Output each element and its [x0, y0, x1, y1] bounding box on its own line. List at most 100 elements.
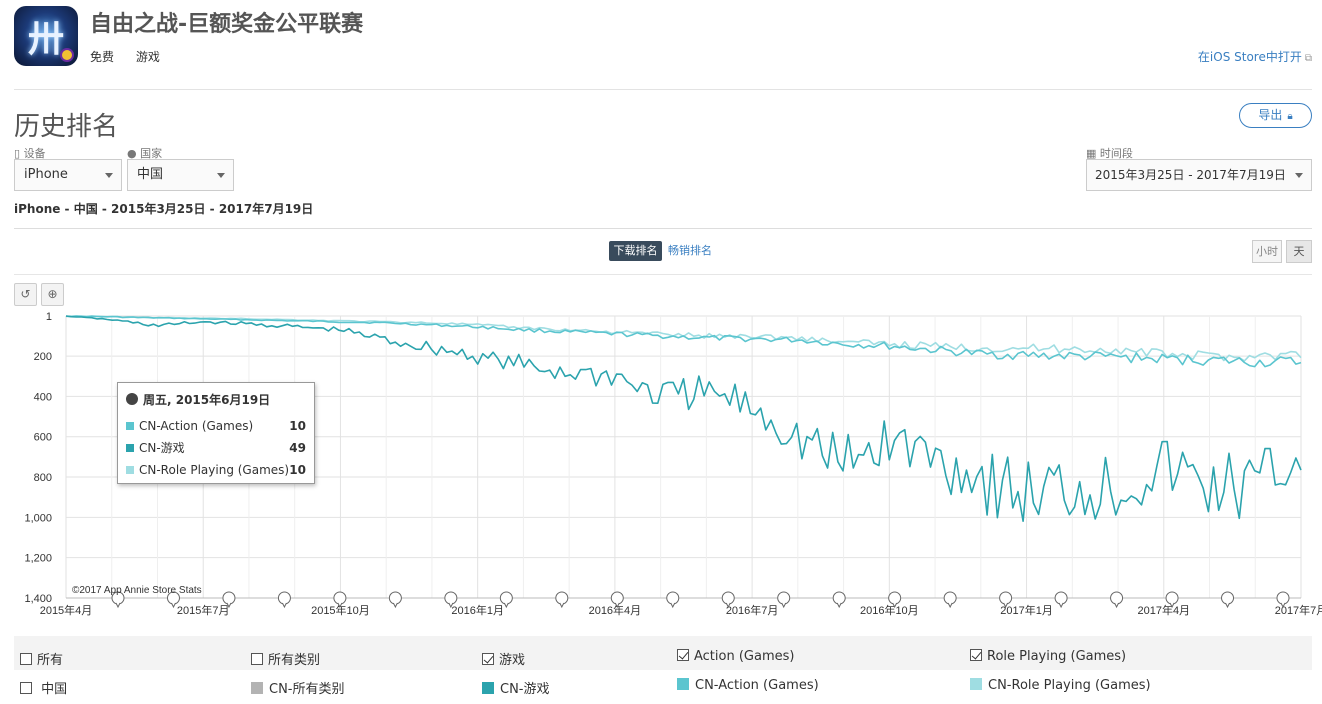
annotation-bubble: [721, 591, 735, 605]
annotation-marker: [888, 591, 902, 609]
reset-zoom-button[interactable]: ↺: [14, 283, 37, 306]
country-select[interactable]: 中国: [127, 159, 234, 191]
tooltip-series-name: CN-Action (Games): [139, 419, 254, 433]
annotation-bubble: [1276, 591, 1290, 605]
annotation-bubble: [888, 591, 902, 605]
checkbox[interactable]: [251, 653, 263, 665]
series-swatch: [482, 682, 494, 694]
series-swatch: [251, 682, 263, 694]
legend-label: Action (Games): [694, 649, 795, 664]
series-swatch: [126, 422, 134, 430]
legend-checkbox-roleplaying[interactable]: Role Playing (Games): [970, 649, 1126, 664]
legend-checkbox-action[interactable]: Action (Games): [677, 649, 794, 664]
device-value: iPhone: [24, 167, 68, 182]
legend-label: 所有类别: [268, 653, 321, 668]
checkbox[interactable]: [20, 682, 32, 694]
series-label: CN-游戏: [500, 682, 550, 697]
tooltip-series-value: 49: [289, 441, 306, 455]
annotation-tail: [171, 602, 176, 609]
device-select[interactable]: iPhone: [14, 159, 122, 191]
annotation-bubble: [222, 591, 236, 605]
annotation-tail: [947, 602, 953, 609]
period-label: ▦ 时间段: [1086, 145, 1133, 161]
period-value: 2015年3月25日 - 2017年7月19日: [1095, 168, 1286, 182]
tab-grossing[interactable]: 畅销排名: [668, 244, 712, 257]
annotation-bubble: [499, 591, 513, 605]
annotation-marker: [166, 591, 180, 609]
legend-label: Role Playing (Games): [987, 649, 1127, 664]
annotation-marker: [610, 591, 624, 609]
x-tick-label: 2017年4月: [1137, 603, 1190, 617]
tooltip-row: CN-Role Playing (Games) 10: [126, 459, 306, 481]
open-store-label: 在iOS Store中打开: [1197, 50, 1302, 64]
annotation-bubble: [777, 591, 791, 605]
series-item-roleplaying[interactable]: CN-Role Playing (Games): [970, 678, 1151, 693]
annotation-marker: [222, 591, 236, 609]
tab-downloads[interactable]: 下载排名: [609, 241, 662, 261]
series-label: CN-Action (Games): [695, 678, 819, 693]
y-tick-label: 1,400: [24, 593, 52, 605]
undo-icon: ↺: [20, 287, 31, 301]
external-link-icon: ⧉: [1304, 53, 1312, 64]
granularity-day[interactable]: 天: [1286, 240, 1312, 263]
series-swatch: [970, 678, 982, 690]
series-item-action[interactable]: CN-Action (Games): [677, 678, 819, 693]
series-swatch: [677, 678, 689, 690]
annotation-tail: [836, 602, 842, 609]
checkbox[interactable]: [677, 649, 689, 661]
annotation-bubble: [999, 591, 1013, 605]
country-value: 中国: [137, 167, 164, 182]
country-row-china[interactable]: 中国: [20, 678, 67, 697]
x-tick-label: 2017年1月: [1000, 603, 1053, 617]
x-tick-label: 2015年10月: [311, 603, 370, 617]
y-tick-label: 600: [34, 432, 52, 444]
export-button[interactable]: 导出 🔒︎: [1239, 103, 1312, 128]
checkbox[interactable]: [482, 653, 494, 665]
chart-grid: [65, 315, 1302, 599]
annotation-tail: [503, 602, 509, 609]
annotation-marker: [721, 591, 735, 609]
divider: [14, 274, 1312, 275]
legend-checkbox-all-categories[interactable]: 所有类别: [251, 649, 320, 668]
annotation-bubble: [333, 591, 347, 605]
series-item-all-categories[interactable]: CN-所有类别: [251, 678, 345, 697]
annotation-bubble: [1221, 591, 1235, 605]
granularity-hour[interactable]: 小时: [1252, 240, 1282, 263]
country-label-text: 国家: [140, 147, 163, 160]
annotation-bubble: [610, 591, 624, 605]
annotation-bubble: [388, 591, 402, 605]
x-axis-ticks: 2015年4月 2015年7月 2015年10月 2016年1月 2016年4月 2016…: [40, 603, 1322, 617]
chart-annotations: [111, 591, 1290, 609]
series-item-games[interactable]: CN-游戏: [482, 678, 550, 697]
x-tick-label: 2016年7月: [726, 603, 779, 617]
annotation-tail: [1003, 602, 1009, 609]
tooltip-header: 周五, 2015年6月19日: [126, 391, 306, 408]
legend-checkbox-all[interactable]: 所有: [20, 649, 63, 668]
legend-header: [14, 636, 1312, 670]
x-tick-label: 2016年10月: [860, 603, 919, 617]
annotation-tail: [1169, 602, 1175, 609]
annotation-tail: [559, 602, 565, 609]
annotation-tail: [1225, 602, 1230, 609]
y-tick-label: 1,200: [24, 553, 52, 565]
legend-label: 所有: [37, 653, 64, 668]
open-store-link[interactable]: 在iOS Store中打开 ⧉: [1198, 48, 1312, 65]
y-tick-label: 1: [46, 311, 52, 323]
app-category[interactable]: 游戏: [135, 50, 160, 64]
chart-series: [65, 315, 1302, 522]
annotation-marker: [777, 591, 791, 609]
chart-credit: ©2017 App Annie Store Stats: [72, 585, 202, 596]
tooltip-series-name: CN-Role Playing (Games): [139, 463, 290, 477]
legend-checkbox-games[interactable]: 游戏: [482, 649, 525, 668]
annotation-marker: [333, 591, 347, 609]
divider: [14, 89, 1312, 90]
zoom-button[interactable]: ⊕: [41, 283, 64, 306]
checkbox[interactable]: [20, 653, 32, 665]
annotation-marker: [999, 591, 1013, 609]
period-select[interactable]: 2015年3月25日 - 2017年7月19日: [1086, 159, 1312, 191]
checkbox[interactable]: [970, 649, 982, 661]
zoom-in-icon: ⊕: [47, 287, 58, 301]
y-tick-label: 800: [34, 472, 52, 484]
page-title: 历史排名: [14, 112, 119, 142]
